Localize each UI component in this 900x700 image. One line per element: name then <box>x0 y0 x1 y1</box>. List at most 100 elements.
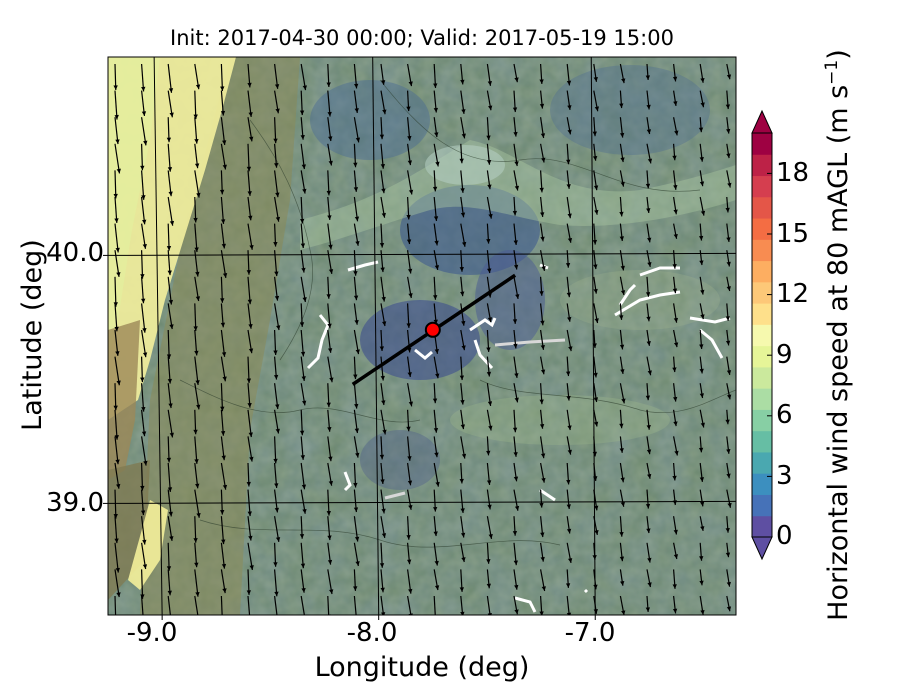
wind-arrow-head <box>220 406 225 412</box>
wind-arrow-head <box>672 76 678 82</box>
wind-arrow-head <box>539 187 544 193</box>
wind-arrow-head <box>222 273 228 278</box>
wind-arrow-head <box>486 238 491 244</box>
wind-arrow-head <box>461 345 466 351</box>
wind-arrow-head <box>462 241 467 247</box>
wind-arrow-head <box>725 340 731 346</box>
wind-arrow-head <box>698 447 704 453</box>
wind-arrow-head <box>222 164 227 170</box>
wind-arrow-head <box>246 481 251 487</box>
wind-arrow-head <box>593 397 599 402</box>
wind-arrow-head <box>539 423 545 429</box>
wind-arrow-head <box>195 591 200 597</box>
wind-arrow-head <box>302 400 307 406</box>
meridian-line <box>372 57 380 615</box>
wind-arrow-shaft <box>114 143 121 174</box>
wind-arrow-head <box>169 112 174 118</box>
y-axis-ticks <box>103 254 108 504</box>
wind-arrow-head <box>301 376 306 381</box>
wind-arrow-head <box>647 473 652 479</box>
wind-arrow-head <box>220 618 224 623</box>
wind-arrow-head <box>620 265 625 271</box>
wind-arrow-shaft <box>167 462 171 492</box>
wind-arrow-head <box>515 294 520 299</box>
wind-arrow-head <box>379 134 385 140</box>
wind-arrow-shaft <box>114 356 120 386</box>
wind-arrow-head <box>486 135 491 141</box>
wind-arrow-head <box>566 612 572 615</box>
colorbar-label-main: Horizontal wind speed at 80 mAGL (m s <box>823 84 854 621</box>
wind-arrow-head <box>300 455 305 460</box>
wind-arrow-head <box>113 405 118 411</box>
wind-arrow-head <box>299 430 305 436</box>
wind-arrow-head <box>274 271 279 277</box>
wind-arrow-head <box>700 422 705 428</box>
wind-arrow-head <box>116 380 121 386</box>
wind-arrow-head <box>275 216 281 222</box>
wind-arrow-shaft <box>141 462 144 491</box>
wind-arrow-head <box>460 79 465 85</box>
wind-arrow-head <box>647 582 652 588</box>
wind-arrow-head <box>193 114 198 120</box>
wind-arrow-head <box>168 299 174 305</box>
wind-arrow-head <box>460 212 466 218</box>
wind-arrow-head <box>220 431 226 436</box>
wind-arrow-head <box>647 262 652 267</box>
wind-arrow-head <box>725 527 730 533</box>
wind-arrow-head <box>459 375 465 381</box>
wind-arrow-head <box>434 585 440 591</box>
wind-arrow-head <box>193 429 198 435</box>
wind-arrow-head <box>141 406 146 412</box>
wind-arrow-head <box>408 81 413 87</box>
colorbar-segment <box>752 494 772 517</box>
wind-arrow-shaft <box>327 595 330 615</box>
wind-arrow-head <box>354 428 359 434</box>
wind-arrow-shaft <box>141 329 147 358</box>
wind-arrow-head <box>167 167 173 172</box>
wind-arrow-head <box>115 567 120 573</box>
wind-arrow-head <box>541 477 546 483</box>
wind-arrow-head <box>434 265 440 270</box>
wind-arrow-shaft <box>220 595 223 615</box>
wind-arrow-head <box>567 316 572 322</box>
wind-arrow-head <box>513 476 519 482</box>
wind-arrow-head <box>672 584 677 589</box>
wind-arrow-head <box>116 168 121 174</box>
wind-arrow-head <box>248 112 253 117</box>
wind-arrow-head <box>488 213 493 219</box>
wind-arrow-head <box>566 159 571 165</box>
wind-arrow-head <box>195 296 201 302</box>
wind-arrow-head <box>248 432 253 438</box>
colorbar-tick-label-15: 15 <box>776 219 810 249</box>
wind-arrow-head <box>593 264 598 270</box>
wind-arrow-head <box>355 452 360 458</box>
wind-arrow-head <box>222 376 227 382</box>
wind-arrow-head <box>194 138 199 144</box>
wind-arrow-head <box>408 588 413 594</box>
colorbar-segment <box>752 154 772 177</box>
wind-arrow-head <box>594 530 599 535</box>
wind-arrow-head <box>514 185 520 191</box>
wind-arrow-shaft <box>114 303 118 332</box>
wind-arrow-head <box>567 425 572 431</box>
wind-arrow-head <box>672 288 678 294</box>
wind-arrow-head <box>276 325 281 331</box>
wind-arrow-head <box>195 380 200 385</box>
wind-arrow-head <box>540 320 545 326</box>
colorbar-tick-label-0: 0 <box>776 521 793 551</box>
wind-arrow-head <box>620 369 625 374</box>
wind-arrow-head <box>274 483 279 488</box>
wind-arrow-head <box>539 399 544 405</box>
wind-arrow-head <box>193 538 198 543</box>
wind-arrow-head <box>328 456 333 462</box>
wind-arrow-head <box>247 299 253 305</box>
wind-arrow-head <box>566 80 572 86</box>
wind-arrow-head <box>406 426 411 432</box>
wind-arrow-head <box>168 403 173 409</box>
wind-arrow-head <box>302 297 307 302</box>
wind-arrow-head <box>328 160 333 166</box>
wind-arrow-head <box>329 377 334 383</box>
wind-arrow-head <box>354 216 360 222</box>
wind-arrow-head <box>459 478 464 484</box>
wind-arrow-head <box>141 431 147 437</box>
